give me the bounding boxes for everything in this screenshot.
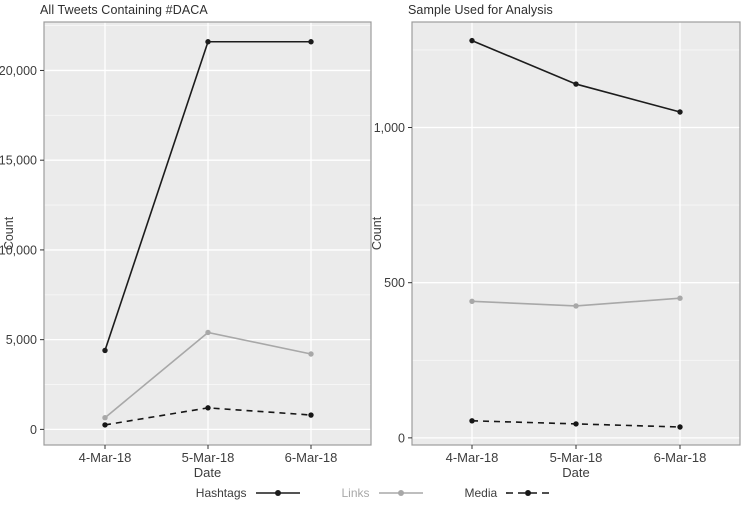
y-tick-label: 20,000: [0, 64, 37, 78]
data-point-media-6-Mar-18: [677, 424, 683, 430]
legend-item-links: Links: [342, 486, 425, 500]
line-charts-svg: 0 5,000 10,000 15,000 20,000 4-Mar-18 5-Mar-18…: [0, 21, 741, 480]
data-point-links-4-Mar-18: [102, 415, 108, 421]
y-tick-label: 500: [384, 276, 405, 290]
right-chart-title: Sample Used for Analysis: [408, 3, 553, 17]
x-tick-label: 6-Mar-18: [654, 450, 707, 465]
legend-key-media-line: [506, 490, 551, 496]
data-point-hashtags-5-Mar-18: [573, 81, 579, 87]
data-point-media-4-Mar-18: [469, 418, 475, 424]
data-point-links-5-Mar-18: [205, 329, 211, 336]
x-tick-label: 5-Mar-18: [550, 450, 603, 465]
data-point-hashtags-4-Mar-18: [469, 37, 475, 44]
data-point-hashtags-6-Mar-18: [677, 109, 683, 115]
x-tick-label: 4-Mar-18: [446, 450, 499, 465]
legend-label-links: Links: [341, 486, 370, 500]
data-point-hashtags-6-Mar-18: [308, 39, 314, 45]
legend-key-links-line: [378, 490, 423, 496]
data-point-media-4-Mar-18: [102, 422, 108, 428]
legend-label-hashtags: Hashtags: [195, 486, 247, 500]
legend-item-hashtags: Hashtags: [196, 486, 302, 500]
data-point-links-4-Mar-18: [469, 298, 475, 305]
data-point-media-5-Mar-18: [205, 405, 211, 411]
data-point-links-6-Mar-18: [677, 295, 683, 301]
y-axis-title: Count: [370, 216, 384, 250]
y-tick-label: 0: [30, 423, 37, 437]
legend-label-media: Media: [464, 486, 498, 500]
legend: Hashtags Links Media: [0, 486, 748, 500]
legend-item-media: Media: [465, 486, 553, 500]
x-tick-label: 5-Mar-18: [182, 450, 235, 465]
data-point-links-6-Mar-18: [308, 351, 314, 357]
legend-key-hashtags-line: [255, 490, 300, 496]
x-axis-title: Date: [194, 465, 221, 480]
y-tick-label: 1,000: [374, 121, 405, 135]
chart-panel-0: 0 5,000 10,000 15,000 20,000 4-Mar-18 5-Mar-18…: [0, 21, 372, 480]
data-point-links-5-Mar-18: [573, 303, 579, 309]
y-tick-label: 10,000: [0, 243, 37, 257]
chart-panel-1: 0 500 1,000 4-Mar-18 5-Mar-18 6-Mar-18 Date Cou…: [370, 21, 741, 480]
y-tick-label: 5,000: [6, 333, 37, 347]
data-point-media-6-Mar-18: [308, 412, 314, 418]
y-tick-label: 0: [398, 431, 405, 445]
legend-key-dot: [525, 490, 532, 496]
x-axis-title: Date: [562, 465, 589, 480]
y-axis-title: Count: [2, 216, 16, 250]
data-point-hashtags-5-Mar-18: [205, 39, 211, 45]
data-point-hashtags-4-Mar-18: [102, 347, 108, 354]
legend-key-dot: [397, 490, 404, 496]
x-tick-label: 4-Mar-18: [79, 450, 132, 465]
x-tick-label: 6-Mar-18: [285, 450, 338, 465]
data-point-media-5-Mar-18: [573, 421, 579, 427]
left-chart-title: All Tweets Containing #DACA: [40, 3, 208, 17]
y-tick-label: 15,000: [0, 154, 37, 168]
legend-key-dot: [274, 490, 281, 496]
